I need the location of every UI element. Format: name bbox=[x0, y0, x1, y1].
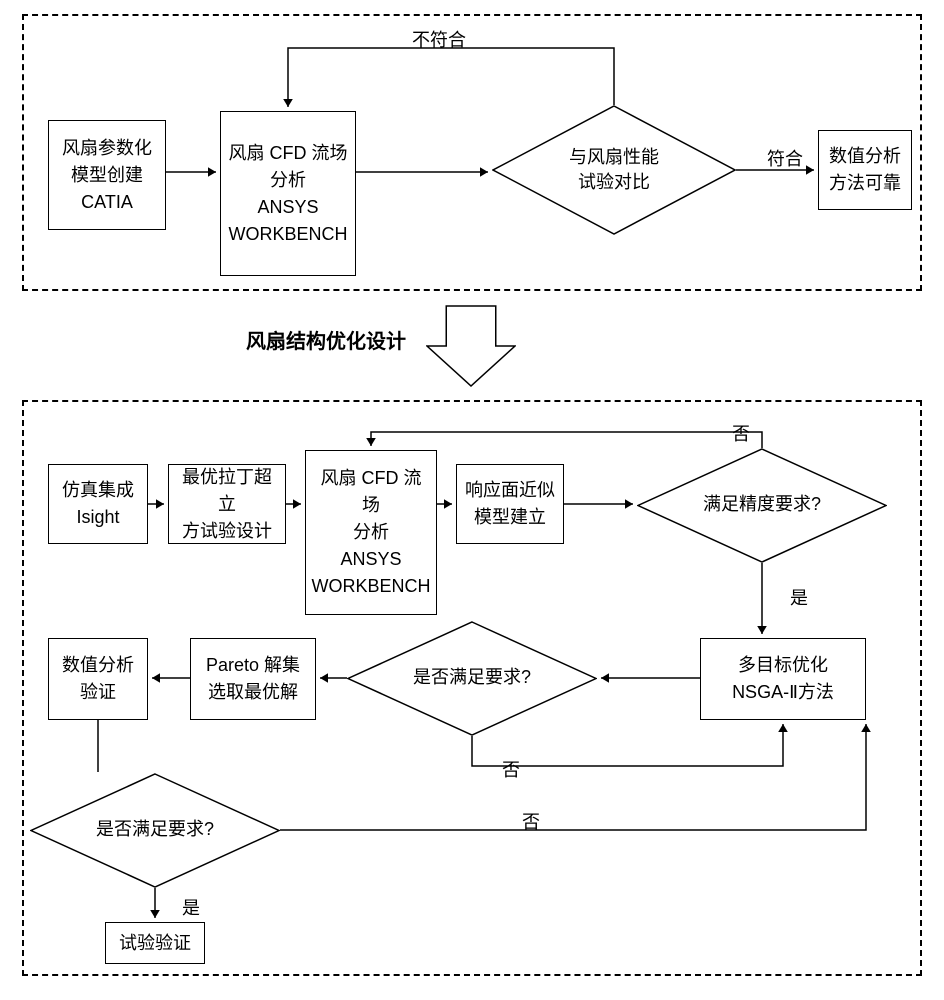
node-nsga2: 多目标优化NSGA-Ⅱ方法 bbox=[700, 638, 866, 720]
node-text: Isight bbox=[76, 504, 119, 531]
node-text: 验证 bbox=[80, 679, 116, 706]
node-cfd-top: 风扇 CFD 流场分析ANSYSWORKBENCH bbox=[220, 111, 356, 276]
decision-label: 是否满足要求? bbox=[96, 817, 214, 842]
node-numerical-verify: 数值分析验证 bbox=[48, 638, 148, 720]
edge-label-no: 否 bbox=[520, 808, 542, 834]
node-text: 风扇 CFD 流场 bbox=[229, 140, 348, 167]
decision-label: 是否满足要求? bbox=[413, 665, 531, 690]
edge-label-no: 不符合 bbox=[410, 26, 468, 52]
node-text: 方法可靠 bbox=[829, 170, 901, 197]
section-arrow-icon bbox=[426, 305, 516, 387]
decision-satisfy-1: 是否满足要求? bbox=[347, 621, 597, 736]
node-text: 方试验设计 bbox=[182, 518, 272, 545]
node-pareto: Pareto 解集选取最优解 bbox=[190, 638, 316, 720]
edge-label-no: 否 bbox=[730, 420, 752, 446]
node-text: 数值分析 bbox=[62, 652, 134, 679]
node-text: 仿真集成 bbox=[62, 477, 134, 504]
node-text: 分析 bbox=[270, 167, 306, 194]
node-text: 多目标优化 bbox=[738, 652, 828, 679]
node-text: Pareto 解集 bbox=[206, 652, 300, 679]
node-text: NSGA-Ⅱ方法 bbox=[732, 679, 834, 706]
edge-label-yes: 是 bbox=[788, 584, 810, 610]
node-text: WORKBENCH bbox=[312, 573, 431, 600]
node-isight: 仿真集成Isight bbox=[48, 464, 148, 544]
edge-label-no: 否 bbox=[500, 756, 522, 782]
decision-label: 与风扇性能试验对比 bbox=[569, 145, 659, 195]
node-text: 数值分析 bbox=[829, 143, 901, 170]
node-text: 风扇参数化 bbox=[62, 135, 152, 162]
node-test-verify: 试验验证 bbox=[105, 922, 205, 964]
node-text: 模型创建 bbox=[71, 162, 143, 189]
node-text: 风扇 CFD 流场 bbox=[312, 465, 430, 519]
decision-label: 满足精度要求? bbox=[703, 492, 821, 517]
node-text: ANSYS bbox=[257, 194, 318, 221]
decision-precision: 满足精度要求? bbox=[637, 448, 887, 563]
node-text: 试验验证 bbox=[119, 930, 191, 957]
decision-compare-test: 与风扇性能试验对比 bbox=[492, 105, 736, 235]
node-response-surface: 响应面近似模型建立 bbox=[456, 464, 564, 544]
node-method-ok: 数值分析方法可靠 bbox=[818, 130, 912, 210]
node-text: 模型建立 bbox=[474, 504, 546, 531]
node-text: 最优拉丁超立 bbox=[175, 464, 279, 518]
node-text: 响应面近似 bbox=[465, 477, 555, 504]
edge-label-yes: 符合 bbox=[765, 145, 805, 171]
node-text: WORKBENCH bbox=[228, 221, 347, 248]
node-catia: 风扇参数化模型创建CATIA bbox=[48, 120, 166, 230]
node-text: 分析 bbox=[353, 519, 389, 546]
node-cfd-bottom: 风扇 CFD 流场分析ANSYSWORKBENCH bbox=[305, 450, 437, 615]
node-text: CATIA bbox=[81, 189, 133, 216]
diagram-canvas: 风扇结构优化设计 风扇参数化模型创建CATIA 风扇 CFD 流场分析ANSYS… bbox=[0, 0, 944, 1000]
node-latin-hypercube: 最优拉丁超立方试验设计 bbox=[168, 464, 286, 544]
node-text: 选取最优解 bbox=[208, 679, 298, 706]
section-title: 风扇结构优化设计 bbox=[244, 325, 408, 354]
decision-satisfy-2: 是否满足要求? bbox=[30, 773, 280, 888]
edge-label-yes: 是 bbox=[180, 894, 202, 920]
node-text: ANSYS bbox=[340, 546, 401, 573]
